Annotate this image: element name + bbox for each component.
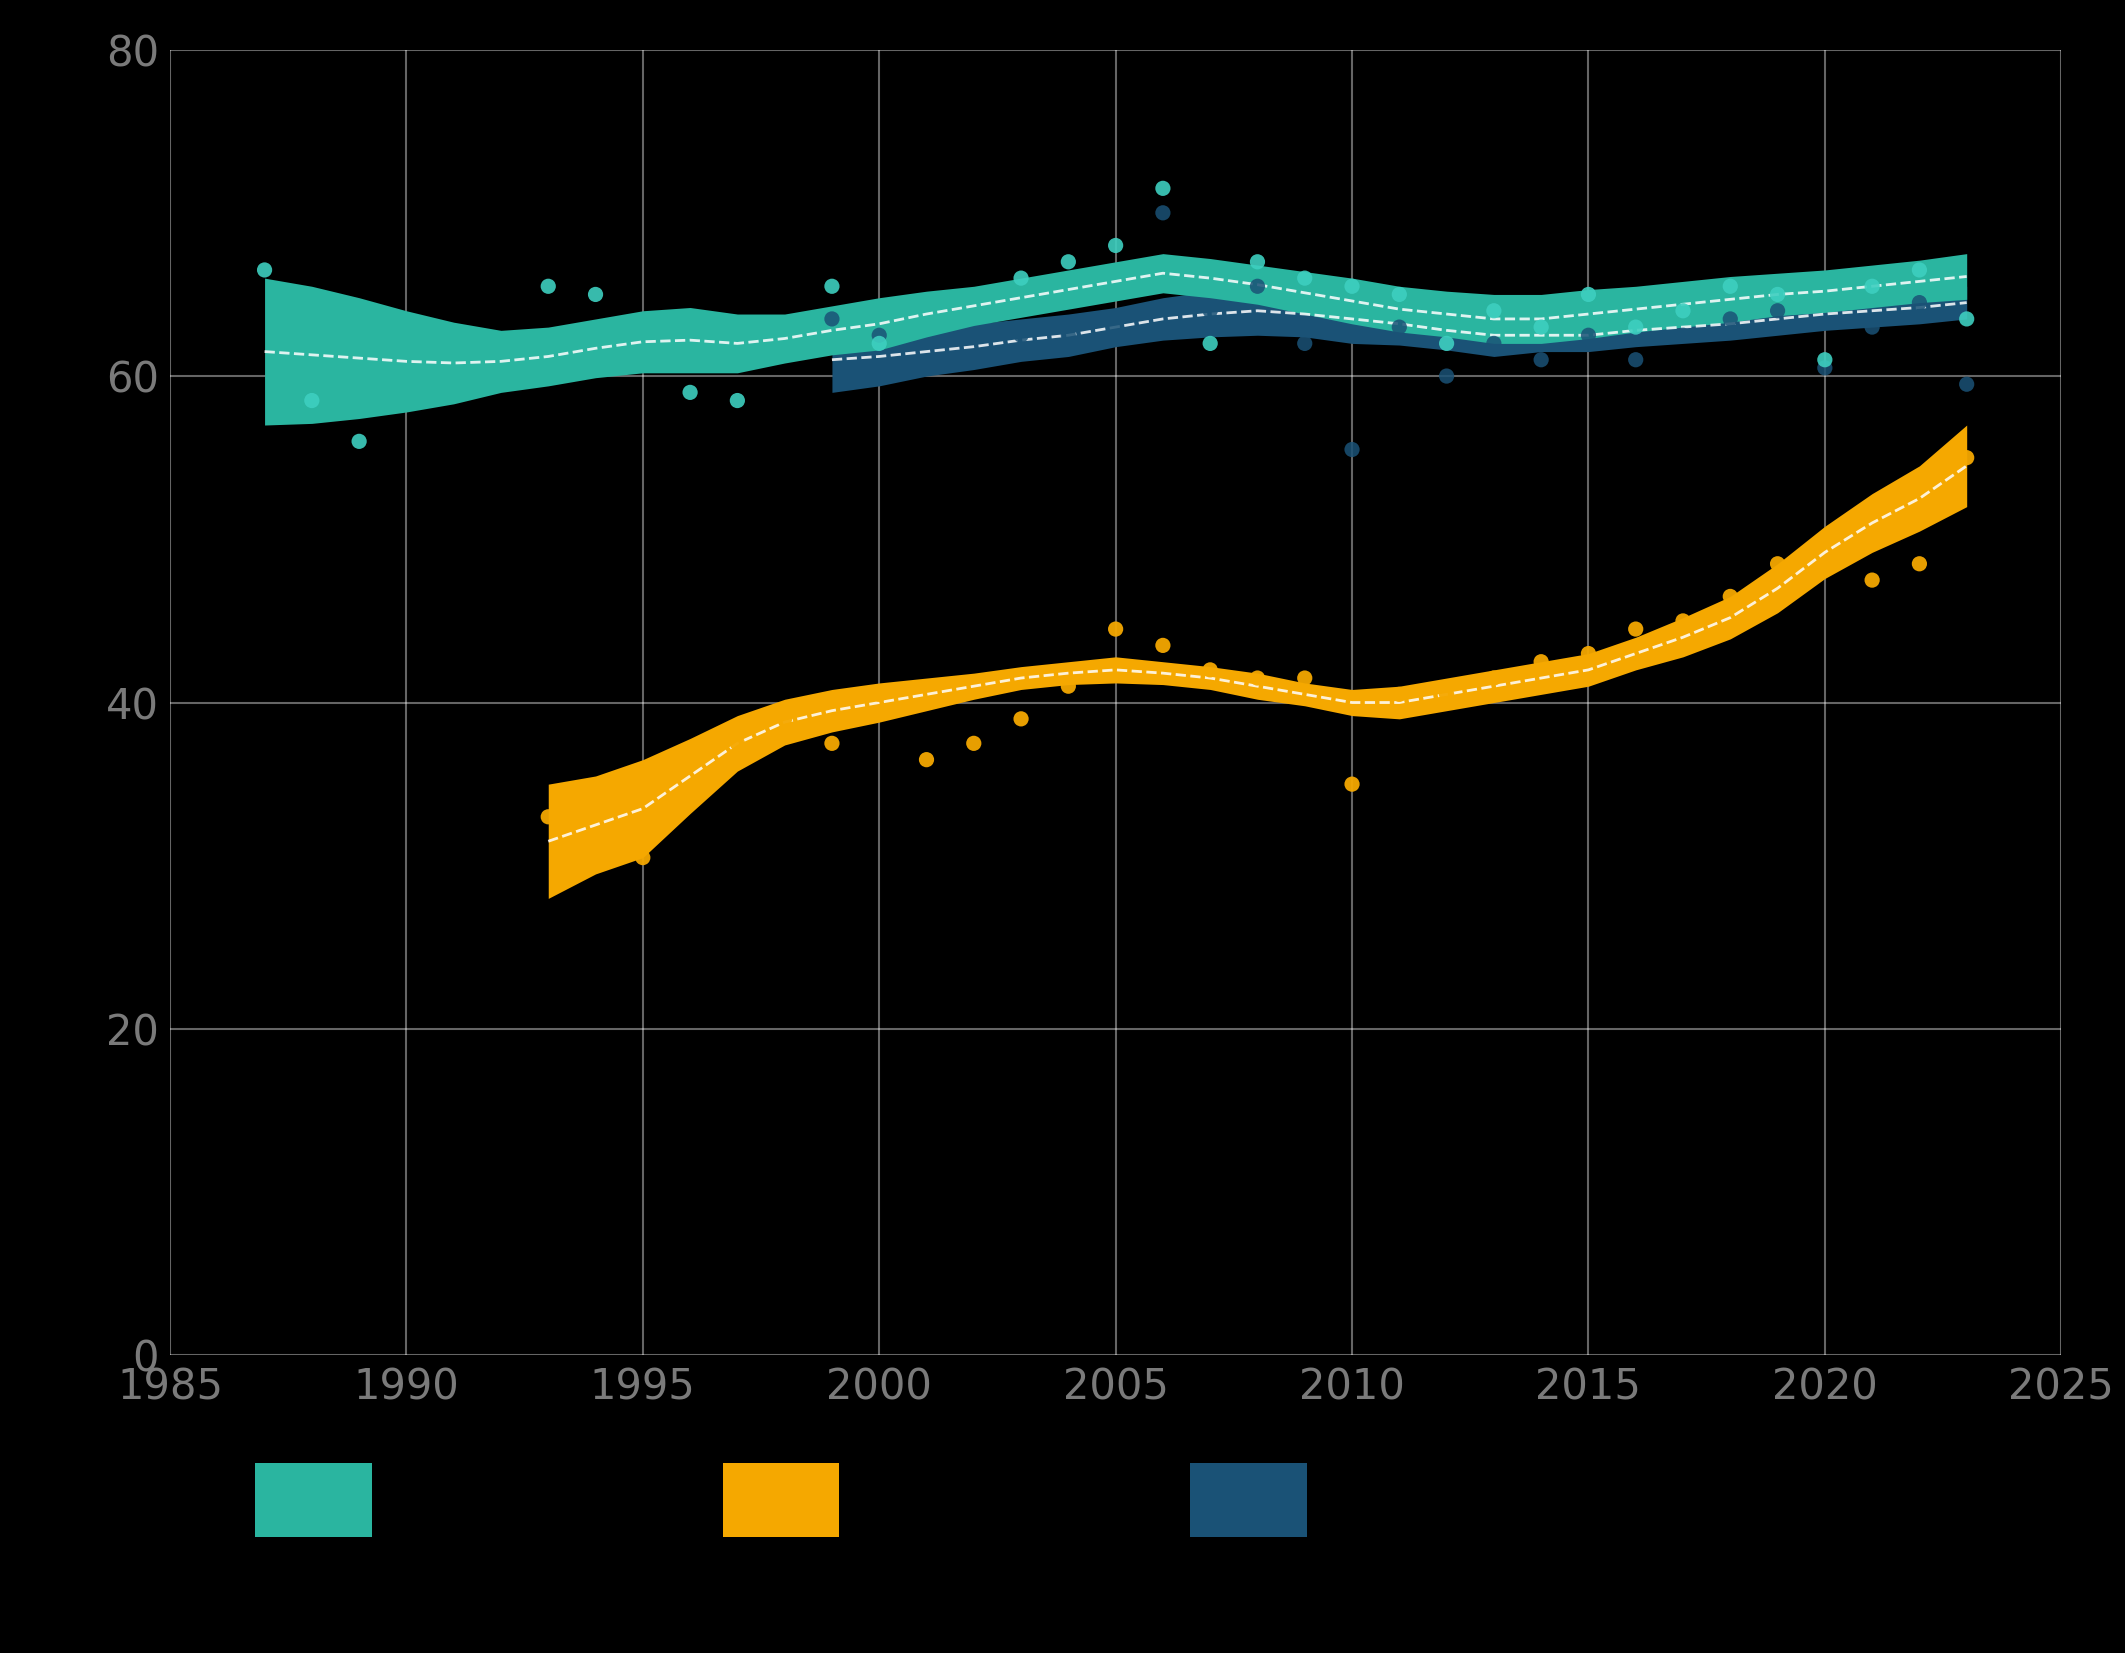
Point: [1951, 370, 1985, 397]
Point: [1572, 640, 1606, 666]
Point: [1005, 706, 1039, 732]
Point: [720, 731, 754, 757]
Point: [720, 387, 754, 413]
Point: [1902, 256, 1936, 283]
Point: [1194, 298, 1228, 324]
Point: [1241, 248, 1275, 274]
Point: [1524, 314, 1558, 341]
Point: [1052, 673, 1086, 699]
Point: [625, 845, 659, 871]
Point: [578, 828, 612, 855]
Point: [578, 281, 612, 307]
Point: [1951, 306, 1985, 332]
Point: [1099, 617, 1133, 643]
Point: [1145, 200, 1179, 226]
Point: [1760, 281, 1794, 307]
Point: [1760, 550, 1794, 577]
Point: [1288, 665, 1322, 691]
Point: [816, 731, 850, 757]
Point: [1524, 648, 1558, 674]
Point: [1524, 347, 1558, 374]
Point: [1477, 331, 1511, 357]
Point: [1855, 314, 1889, 341]
Point: [1052, 322, 1086, 349]
Point: [1619, 347, 1653, 374]
Point: [1241, 665, 1275, 691]
Point: [956, 731, 990, 757]
Point: [1951, 445, 1985, 471]
Point: [1099, 231, 1133, 258]
Point: [1855, 273, 1889, 299]
Point: [1005, 264, 1039, 291]
Point: [1808, 355, 1842, 382]
Point: [1808, 526, 1842, 552]
Point: [863, 681, 897, 707]
Point: [1052, 248, 1086, 274]
Point: [1477, 298, 1511, 324]
Point: [1145, 631, 1179, 658]
Point: [1334, 273, 1368, 299]
Point: [1381, 681, 1415, 707]
Point: [863, 331, 897, 357]
Point: [246, 256, 280, 283]
Point: [1808, 347, 1842, 374]
Point: [1005, 322, 1039, 349]
Point: [1099, 314, 1133, 341]
Point: [1572, 322, 1606, 349]
Point: [295, 387, 329, 413]
Point: [1619, 617, 1653, 643]
Point: [910, 747, 944, 774]
Point: [1381, 281, 1415, 307]
Point: [1288, 264, 1322, 291]
Point: [816, 306, 850, 332]
Point: [1381, 314, 1415, 341]
Point: [1713, 273, 1747, 299]
Point: [816, 273, 850, 299]
Point: [1477, 665, 1511, 691]
Point: [1713, 584, 1747, 610]
Point: [1288, 331, 1322, 357]
Point: [1902, 550, 1936, 577]
Point: [767, 706, 801, 732]
Point: [1619, 314, 1653, 341]
Point: [342, 428, 376, 455]
Point: [1194, 331, 1228, 357]
Point: [1334, 436, 1368, 463]
Point: [1241, 273, 1275, 299]
Point: [1430, 681, 1464, 707]
Point: [1430, 364, 1464, 390]
Point: [1760, 298, 1794, 324]
Point: [531, 803, 565, 830]
Point: [1572, 281, 1606, 307]
Point: [863, 322, 897, 349]
Point: [1430, 331, 1464, 357]
Point: [1713, 306, 1747, 332]
Point: [1855, 567, 1889, 593]
Point: [1902, 289, 1936, 316]
Point: [1666, 298, 1700, 324]
Point: [1666, 322, 1700, 349]
Point: [1666, 608, 1700, 635]
Point: [1145, 175, 1179, 202]
Point: [531, 273, 565, 299]
Point: [674, 379, 708, 405]
Point: [1194, 656, 1228, 683]
Point: [1334, 770, 1368, 797]
